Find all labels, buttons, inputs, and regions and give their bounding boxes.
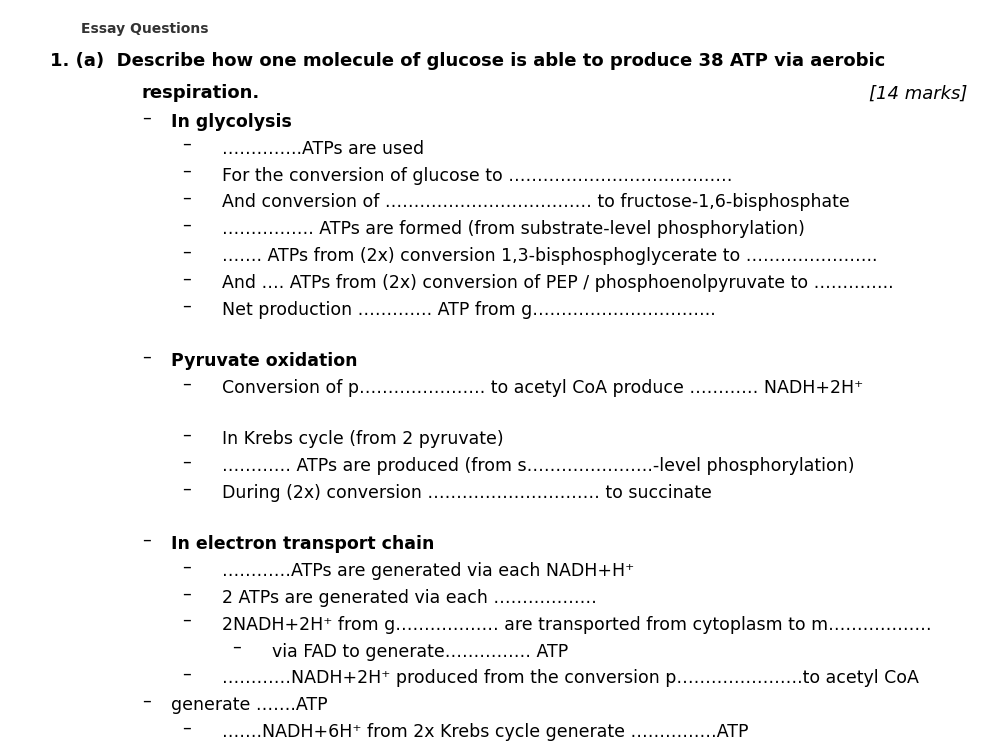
Text: 2 ATPs are generated via each ………………: 2 ATPs are generated via each ……………… — [222, 589, 597, 607]
Text: –: – — [182, 665, 191, 683]
Text: …….NADH+6H⁺ from 2x Krebs cycle generate ……………ATP: …….NADH+6H⁺ from 2x Krebs cycle generate… — [222, 723, 748, 741]
Text: generate …….ATP: generate …….ATP — [171, 696, 328, 714]
Text: –: – — [182, 189, 191, 207]
Text: 2NADH+2H⁺ from g……………… are transported from cytoplasm to m………………: 2NADH+2H⁺ from g……………… are transported f… — [222, 616, 931, 633]
Text: Essay Questions: Essay Questions — [81, 22, 208, 37]
Text: –: – — [182, 746, 191, 747]
Text: In Krebs cycle (from 2 pyruvate): In Krebs cycle (from 2 pyruvate) — [222, 430, 503, 448]
Text: –: – — [182, 480, 191, 498]
Text: For the conversion of glucose to …………………………………: For the conversion of glucose to …………………… — [222, 167, 732, 185]
Text: In electron transport chain: In electron transport chain — [171, 535, 434, 553]
Text: –: – — [182, 243, 191, 261]
Text: –: – — [142, 692, 150, 710]
Text: In glycolysis: In glycolysis — [171, 113, 292, 131]
Text: –: – — [142, 347, 150, 365]
Text: Conversion of p…………………. to acetyl CoA produce ………… NADH+2H⁺: Conversion of p…………………. to acetyl CoA pr… — [222, 379, 863, 397]
Text: [14 marks]: [14 marks] — [869, 84, 968, 102]
Text: ……………. ATPs are formed (from substrate-level phosphorylation): ……………. ATPs are formed (from substrate-l… — [222, 220, 804, 238]
Text: And …. ATPs from (2x) conversion of PEP / phosphoenolpyruvate to …………..: And …. ATPs from (2x) conversion of PEP … — [222, 274, 893, 292]
Text: …………ATPs are generated via each NADH+H⁺: …………ATPs are generated via each NADH+H⁺ — [222, 562, 634, 580]
Text: –: – — [182, 584, 191, 602]
Text: via FAD to generate…………… ATP: via FAD to generate…………… ATP — [272, 642, 569, 660]
Text: –: – — [182, 453, 191, 471]
Text: –: – — [182, 135, 191, 153]
Text: –: – — [182, 270, 191, 288]
Text: –: – — [182, 426, 191, 444]
Text: –: – — [182, 216, 191, 234]
Text: respiration.: respiration. — [141, 84, 259, 102]
Text: –: – — [182, 297, 191, 314]
Text: ……. ATPs from (2x) conversion 1,3-bisphosphoglycerate to …………………..: ……. ATPs from (2x) conversion 1,3-bispho… — [222, 247, 877, 265]
Text: …………..ATPs are used: …………..ATPs are used — [222, 140, 424, 158]
Text: …………NADH+2H⁺ produced from the conversion p………………….to acetyl CoA: …………NADH+2H⁺ produced from the conversio… — [222, 669, 918, 687]
Text: ………… ATPs are produced (from s………………….-level phosphorylation): ………… ATPs are produced (from s………………….-l… — [222, 457, 854, 475]
Text: –: – — [142, 530, 150, 548]
Text: –: – — [182, 557, 191, 575]
Text: –: – — [233, 638, 241, 656]
Text: –: – — [182, 611, 191, 629]
Text: –: – — [182, 162, 191, 180]
Text: Pyruvate oxidation: Pyruvate oxidation — [171, 352, 358, 370]
Text: Net production …………. ATP from g…………………………..: Net production …………. ATP from g………………………… — [222, 301, 716, 319]
Text: During (2x) conversion ………………………… to succinate: During (2x) conversion ………………………… to suc… — [222, 484, 712, 502]
Text: –: – — [142, 108, 150, 126]
Text: –: – — [182, 374, 191, 392]
Text: –: – — [182, 719, 191, 737]
Text: And conversion of ……………………………… to fructose-1,6-bisphosphate: And conversion of ……………………………… to fructo… — [222, 193, 850, 211]
Text: 1. (a)  Describe how one molecule of glucose is able to produce 38 ATP via aerob: 1. (a) Describe how one molecule of gluc… — [50, 52, 886, 70]
